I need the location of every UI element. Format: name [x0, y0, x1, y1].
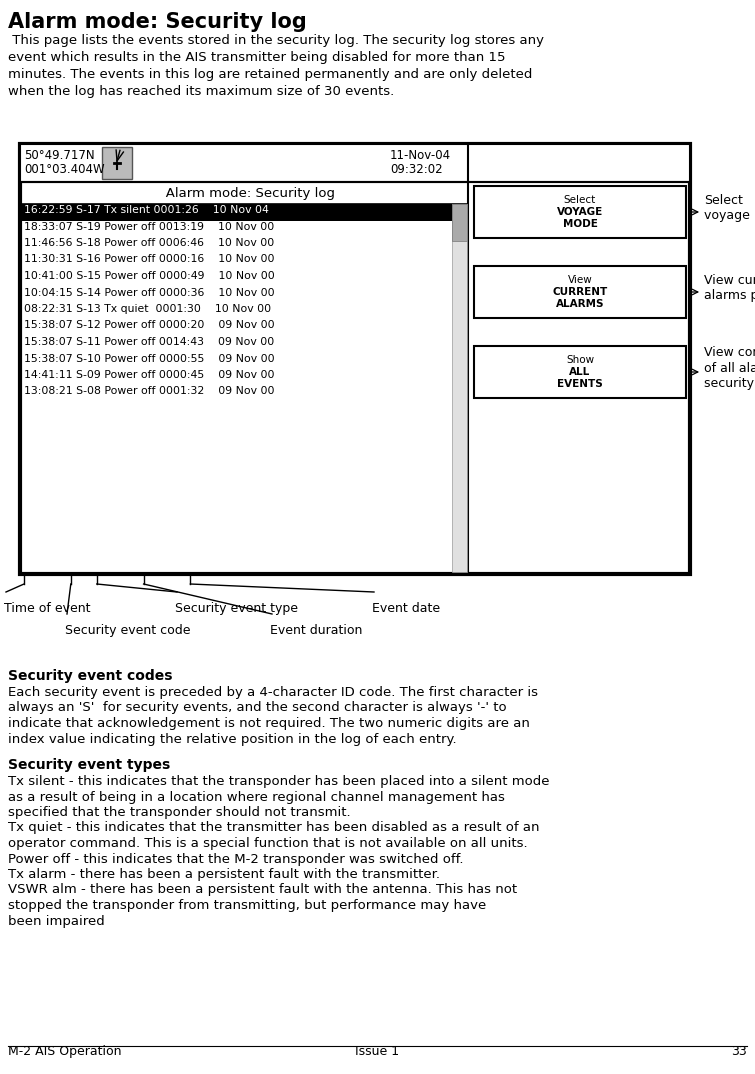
Text: View current
alarms page: View current alarms page	[704, 274, 755, 302]
Text: Select
voyage mode: Select voyage mode	[704, 194, 755, 222]
Text: M-2 AIS Operation: M-2 AIS Operation	[8, 1045, 122, 1058]
Text: Alarm mode: Security log: Alarm mode: Security log	[153, 187, 335, 200]
Text: Issue 1: Issue 1	[355, 1045, 399, 1058]
Text: indicate that acknowledgement is not required. The two numeric digits are an: indicate that acknowledgement is not req…	[8, 717, 530, 730]
Text: 15:38:07 S-11 Power off 0014:43    09 Nov 00: 15:38:07 S-11 Power off 0014:43 09 Nov 0…	[24, 337, 274, 347]
Bar	[102, 147, 132, 179]
Text: as a result of being in a location where regional channel management has: as a result of being in a location where…	[8, 790, 505, 803]
Text: 09:32:02: 09:32:02	[390, 163, 442, 176]
Text: index value indicating the relative position in the log of each entry.: index value indicating the relative posi…	[8, 732, 457, 745]
Text: Event date: Event date	[372, 603, 440, 615]
Text: Security event type: Security event type	[175, 603, 298, 615]
Text: 15:38:07 S-12 Power off 0000:20    09 Nov 00: 15:38:07 S-12 Power off 0000:20 09 Nov 0…	[24, 320, 275, 331]
Text: 16:22:59 S-17 Tx silent 0001:26    10 Nov 04: 16:22:59 S-17 Tx silent 0001:26 10 Nov 0…	[24, 205, 269, 215]
Bar	[452, 204, 467, 241]
Text: stopped the transponder from transmitting, but performance may have: stopped the transponder from transmittin…	[8, 899, 486, 912]
Text: 001°03.404W: 001°03.404W	[24, 163, 105, 176]
Text: 14:41:11 S-09 Power off 0000:45    09 Nov 00: 14:41:11 S-09 Power off 0000:45 09 Nov 0…	[24, 371, 275, 380]
Text: Each security event is preceded by a 4‑character ID code. The first character is: Each security event is preceded by a 4‑c…	[8, 686, 538, 699]
Text: minutes. The events in this log are retained permanently and are only deleted: minutes. The events in this log are reta…	[8, 68, 532, 81]
Bar	[474, 266, 686, 318]
Text: 13:08:21 S-08 Power off 0001:32    09 Nov 00: 13:08:21 S-08 Power off 0001:32 09 Nov 0…	[24, 387, 275, 396]
Bar	[474, 186, 686, 238]
Text: VOYAGE: VOYAGE	[557, 207, 603, 217]
Text: always an 'S'  for security events, and the second character is always '-' to: always an 'S' for security events, and t…	[8, 701, 507, 714]
Text: Alarm mode: Security log: Alarm mode: Security log	[8, 12, 307, 32]
Text: 08:22:31 S-13 Tx quiet  0001:30    10 Nov 00: 08:22:31 S-13 Tx quiet 0001:30 10 Nov 00	[24, 304, 271, 314]
Text: Security event code: Security event code	[65, 624, 190, 637]
Bar	[474, 346, 686, 398]
Text: been impaired: been impaired	[8, 914, 105, 928]
Text: Power off - this indicates that the M-2 transponder was switched off.: Power off - this indicates that the M-2 …	[8, 853, 464, 866]
Text: 10:04:15 S-14 Power off 0000:36    10 Nov 00: 10:04:15 S-14 Power off 0000:36 10 Nov 0…	[24, 288, 275, 297]
Text: VSWR alm - there has been a persistent fault with the antenna. This has not: VSWR alm - there has been a persistent f…	[8, 884, 517, 897]
Text: ALL: ALL	[569, 367, 590, 377]
Text: when the log has reached its maximum size of 30 events.: when the log has reached its maximum siz…	[8, 85, 394, 98]
Bar	[21, 204, 467, 220]
Text: Tx quiet - this indicates that the transmitter has been disabled as a result of : Tx quiet - this indicates that the trans…	[8, 822, 540, 834]
Text: Security event types: Security event types	[8, 758, 170, 772]
Text: ALARMS: ALARMS	[556, 299, 604, 309]
Text: EVENTS: EVENTS	[557, 379, 603, 389]
Text: 11:30:31 S-16 Power off 0000:16    10 Nov 00: 11:30:31 S-16 Power off 0000:16 10 Nov 0…	[24, 255, 275, 264]
Text: specified that the transponder should not transmit.: specified that the transponder should no…	[8, 806, 350, 819]
Text: MODE: MODE	[562, 219, 597, 229]
Text: operator command. This is a special function that is not available on all units.: operator command. This is a special func…	[8, 837, 528, 850]
Text: 33: 33	[732, 1045, 747, 1058]
Text: Event duration: Event duration	[270, 624, 362, 637]
Text: Select: Select	[564, 195, 596, 205]
Text: View: View	[568, 275, 593, 285]
Text: 50°49.717N: 50°49.717N	[24, 149, 94, 162]
Text: event which results in the AIS transmitter being disabled for more than 15: event which results in the AIS transmitt…	[8, 50, 506, 64]
Bar	[20, 144, 690, 182]
Text: 18:33:07 S-19 Power off 0013:19    10 Nov 00: 18:33:07 S-19 Power off 0013:19 10 Nov 0…	[24, 221, 274, 232]
Text: 15:38:07 S-10 Power off 0000:55    09 Nov 00: 15:38:07 S-10 Power off 0000:55 09 Nov 0…	[24, 353, 275, 363]
Text: 11:46:56 S-18 Power off 0006:46    10 Nov 00: 11:46:56 S-18 Power off 0006:46 10 Nov 0…	[24, 238, 274, 248]
Text: 10:41:00 S-15 Power off 0000:49    10 Nov 00: 10:41:00 S-15 Power off 0000:49 10 Nov 0…	[24, 271, 275, 281]
Text: Show: Show	[566, 355, 594, 365]
Text: 11-Nov-04: 11-Nov-04	[390, 149, 451, 162]
Text: Security event codes: Security event codes	[8, 669, 172, 683]
Text: Tx silent - this indicates that the transponder has been placed into a silent mo: Tx silent - this indicates that the tran…	[8, 775, 550, 788]
Text: Tx alarm - there has been a persistent fault with the transmitter.: Tx alarm - there has been a persistent f…	[8, 868, 440, 881]
Text: View combined list
of all alarm and
security events: View combined list of all alarm and secu…	[704, 347, 755, 390]
Bar	[452, 204, 467, 572]
Text: This page lists the events stored in the security log. The security log stores a: This page lists the events stored in the…	[8, 34, 544, 47]
Text: Time of event: Time of event	[4, 603, 91, 615]
Text: CURRENT: CURRENT	[553, 287, 608, 297]
Bar	[20, 144, 690, 574]
